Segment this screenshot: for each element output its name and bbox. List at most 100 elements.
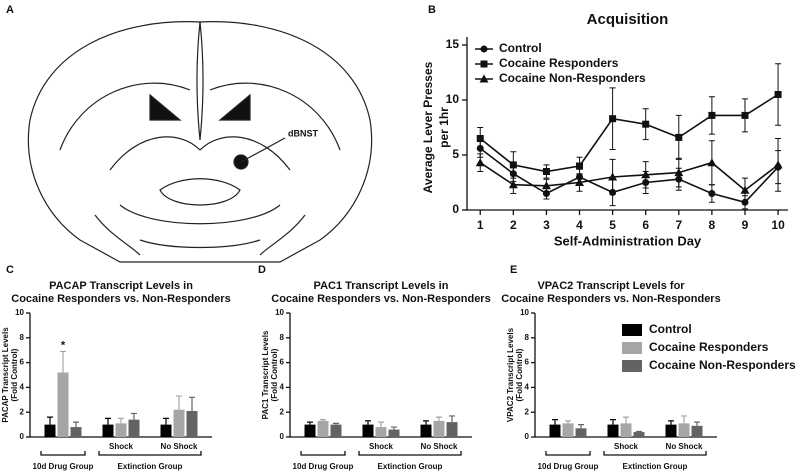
y-tick-label: 6 [525,358,530,367]
bar [115,423,127,437]
chart-title: Cocaine Responders vs. Non-Responders [271,293,490,305]
error-bar [47,416,53,425]
marker [509,161,517,169]
bar [388,429,400,437]
y-tick-label: 2 [280,407,285,416]
bar [420,424,432,437]
diagram-label: dBNST [288,128,318,138]
x-tick-label: 4 [576,218,583,232]
bar [446,422,458,437]
bar [433,420,445,437]
bar [575,428,587,437]
bar [57,372,69,437]
bar [186,410,198,437]
legend-label: Cocaine Non-Responders [649,358,796,372]
x-tick-label: No Shock [666,442,703,451]
error-bar [189,396,195,411]
group-bracket [98,451,202,456]
error-bar [73,421,79,428]
bar [44,424,56,437]
y-tick-label: 10 [275,308,284,317]
marker [642,120,650,128]
marker [476,135,484,142]
marker [542,190,550,197]
bar [691,425,703,437]
x-tick-label: No Shock [421,442,458,451]
panel-label: C [6,264,14,276]
group-bracket [40,451,86,456]
marker [708,111,716,119]
legend-label: Cocaine Responders [499,56,619,70]
y-tick-label: 8 [20,333,25,342]
bar [549,424,561,437]
bar [128,419,140,437]
y-tick-label: 0 [525,432,530,441]
legend-swatch [622,342,642,354]
group-label: Extinction Group [378,462,443,471]
marker [575,178,585,186]
error-bar [552,419,558,425]
chart-title: PACAP Transcript Levels in [49,280,193,292]
x-tick-label: Shock [369,442,394,451]
error-bar [636,430,642,433]
series-line [479,147,779,204]
chart-title: Acquisition [587,11,669,28]
x-tick-label: 6 [642,218,649,232]
panel-label: E [510,264,517,276]
bar [173,409,185,437]
x-tick-label: 3 [543,218,550,232]
x-tick-label: 9 [742,218,749,232]
marker [480,60,488,68]
y-axis-label: PACAP Transcript Levels [1,327,10,423]
chart-title: PAC1 Transcript Levels in [314,280,449,292]
marker [508,180,518,189]
marker [741,111,749,119]
brain-diagram [27,21,373,263]
y-tick-label: 8 [280,333,285,342]
bar [562,423,574,437]
error-bar [423,420,429,425]
y-tick-label: 6 [280,358,285,367]
x-tick-label: 5 [609,218,616,232]
group-bracket [358,451,462,456]
y-tick-label: 10 [15,308,24,317]
marker [576,162,584,170]
x-tick-label: No Shock [161,442,198,451]
bar [102,424,114,437]
bar [665,424,677,437]
x-tick-label: 8 [709,218,716,232]
y-tick-label: 2 [20,407,25,416]
error-bar [307,421,313,425]
legend-label: Cocaine Responders [649,340,769,354]
legend-label: Control [649,322,692,336]
y-axis-label: per 1hr [437,107,451,148]
y-tick-label: 15 [446,37,460,51]
x-tick-label: Shock [614,442,639,451]
error-bar [60,350,66,373]
y-axis-label: PAC1 Transcript Levels [261,330,270,419]
bar [375,427,387,437]
y-tick-label: 4 [280,383,285,392]
y-tick-label: 0 [280,432,285,441]
error-bar [623,416,629,424]
group-label: Extinction Group [623,462,688,471]
bar [304,424,316,437]
error-bar [333,422,339,425]
error-bar [105,417,111,425]
error-bar [378,421,384,428]
marker [707,158,717,167]
bar [620,423,632,437]
legend-label: Control [499,41,542,55]
axis [289,313,472,438]
marker [674,168,684,177]
chart-title: Cocaine Responders vs. Non-Responders [501,293,720,305]
error-bar [668,420,674,425]
group-label: 10d Drug Group [33,462,94,471]
error-bar [610,419,616,425]
bar [160,424,172,437]
panel-label: A [6,4,14,16]
error-bar [365,420,371,425]
y-tick-label: 4 [20,383,25,392]
x-tick-label: 2 [510,218,517,232]
marker [740,185,750,194]
